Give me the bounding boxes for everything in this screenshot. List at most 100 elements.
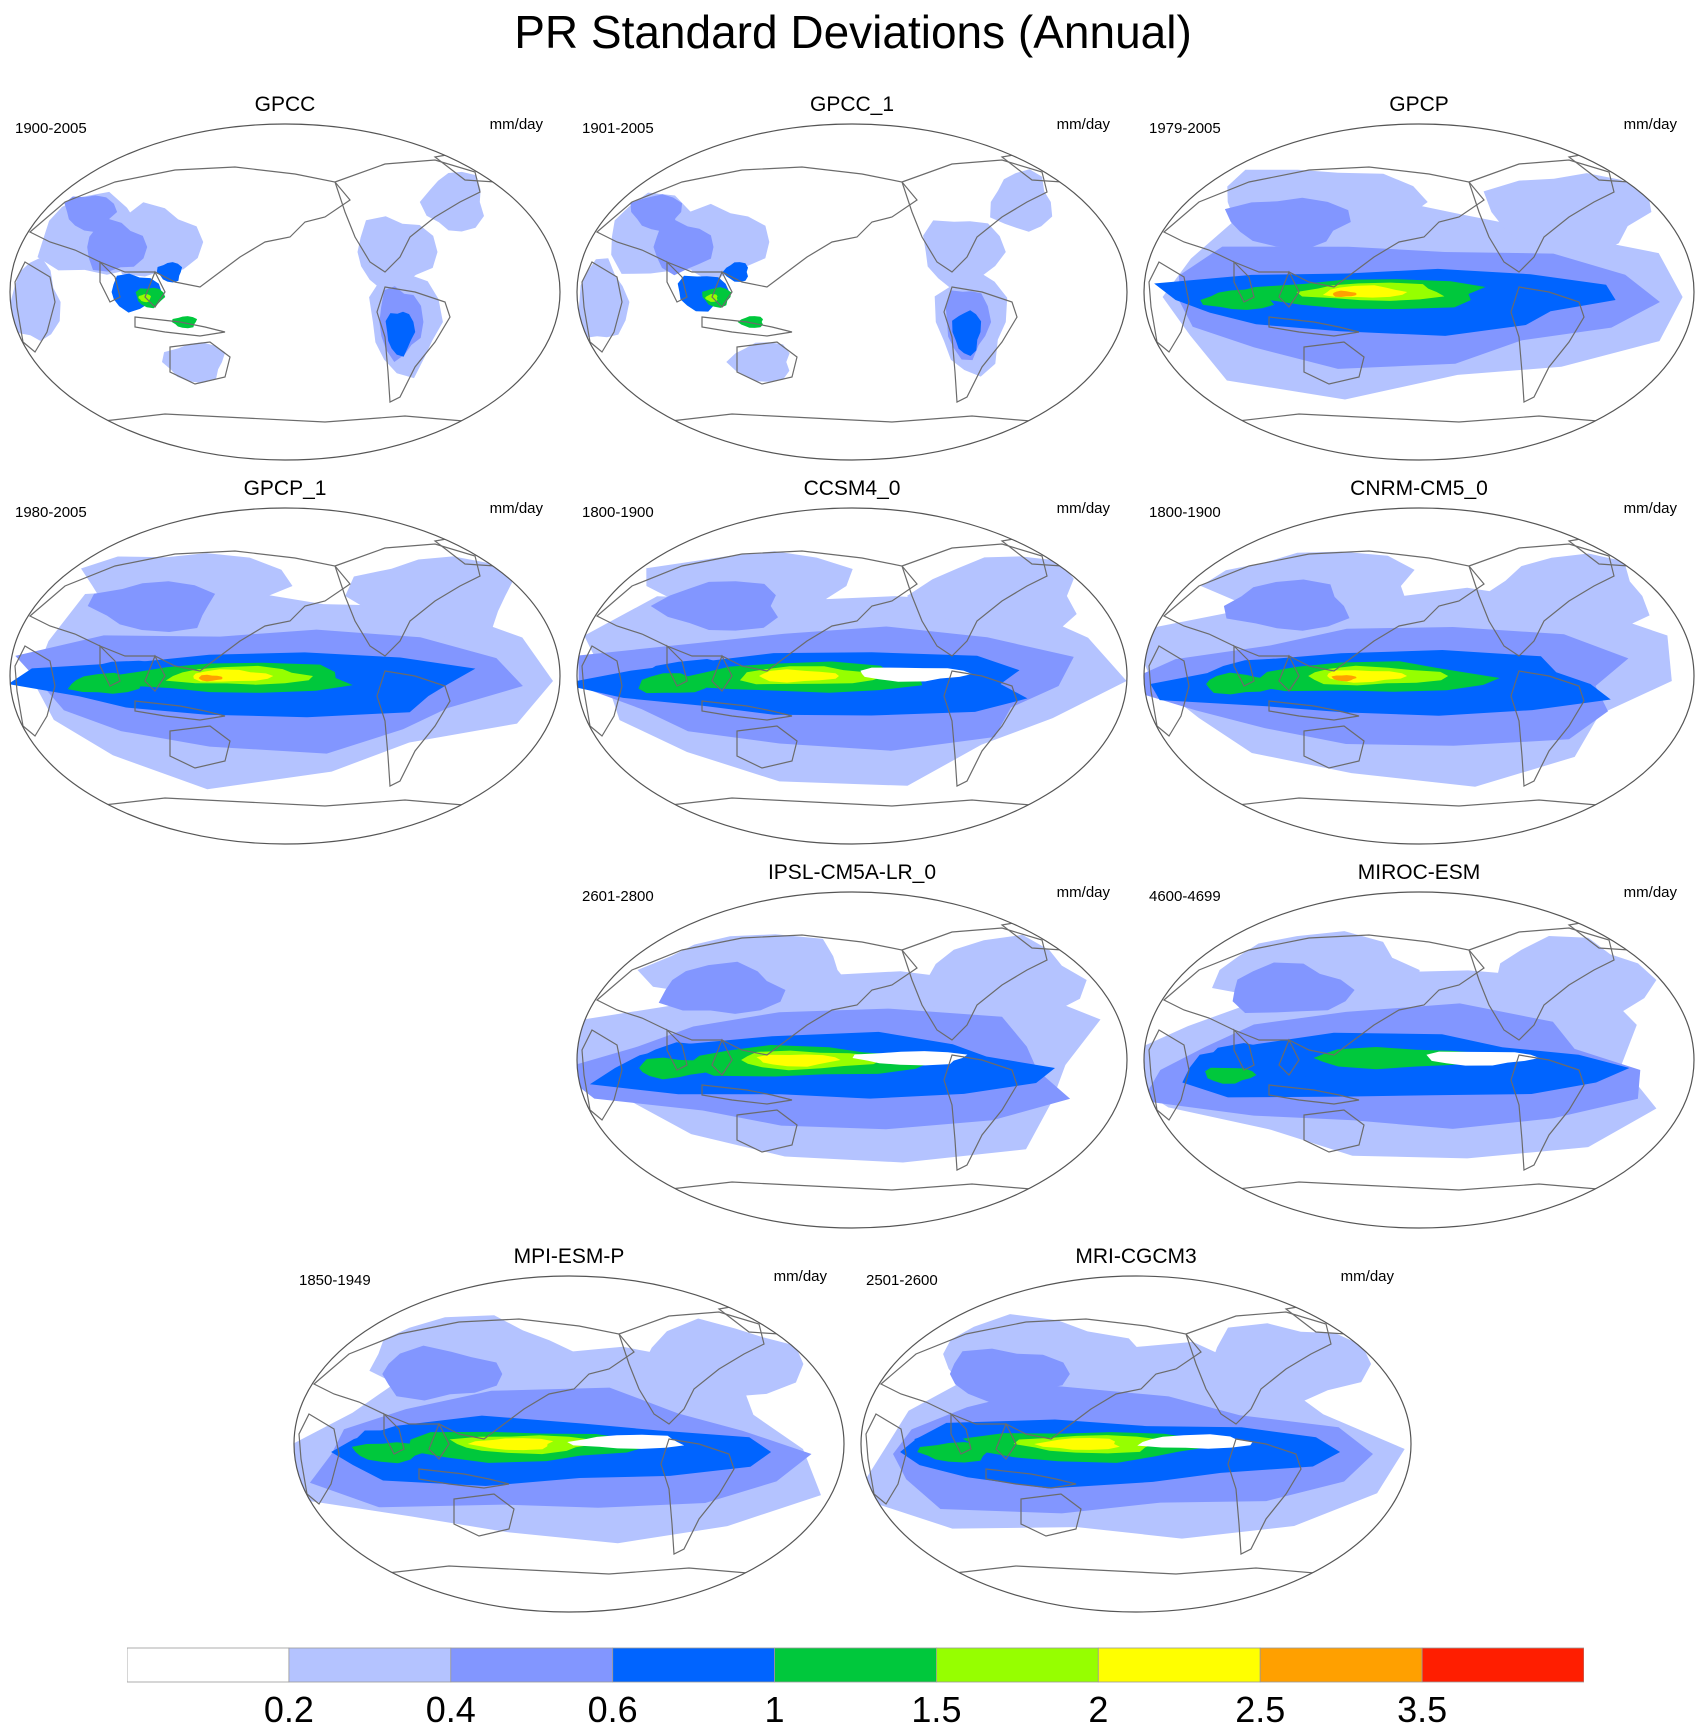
- contour-region: [1205, 1067, 1257, 1084]
- map-plot: [9, 507, 561, 845]
- coastline: [1278, 654, 1300, 692]
- colorbar-box: [612, 1647, 776, 1683]
- coastline: [581, 261, 623, 353]
- colorbar-label: 1: [764, 1689, 785, 1730]
- panel-title: CNRM-CM5_0: [1350, 477, 1488, 500]
- coastline: [660, 1438, 735, 1555]
- coastline: [1228, 1181, 1610, 1191]
- contour-region: [653, 219, 714, 276]
- contour-region: [10, 257, 61, 341]
- coastline: [1303, 1109, 1365, 1153]
- colorbar-label: 0.6: [587, 1689, 638, 1730]
- contour-region: [198, 674, 223, 682]
- coastline: [134, 316, 226, 337]
- colorbar-label: 0.4: [425, 1689, 476, 1730]
- map-panel: MIROC-ESM 4600-4699 mm/day: [1139, 860, 1699, 1240]
- map-border: [860, 1275, 1412, 1613]
- coastline: [134, 700, 226, 721]
- coastline: [28, 166, 351, 288]
- contour-region: [906, 556, 1077, 636]
- coastline: [298, 1413, 340, 1505]
- coastline: [595, 550, 918, 672]
- coastline: [169, 341, 231, 385]
- contour-region: [351, 1442, 426, 1464]
- coastline: [1228, 413, 1610, 423]
- coastlines: [865, 1301, 1357, 1575]
- coastline: [1268, 700, 1360, 721]
- coastline: [1268, 316, 1360, 337]
- contour-region: [952, 310, 982, 356]
- coastline: [1148, 645, 1190, 737]
- contour-region: [1223, 579, 1350, 631]
- coastline: [995, 1422, 1017, 1460]
- contour-region: [1331, 675, 1357, 682]
- coastline: [312, 1318, 635, 1440]
- map-plot: [9, 123, 561, 461]
- precip-field: [861, 1276, 1411, 1612]
- contour-region: [650, 581, 778, 631]
- map-border: [576, 507, 1128, 845]
- panel-title: MIROC-ESM: [1357, 861, 1481, 884]
- coastline: [1233, 1028, 1255, 1071]
- coastline: [701, 700, 793, 721]
- contour-region: [385, 311, 416, 357]
- coastline: [1278, 270, 1300, 308]
- contour-region: [917, 934, 1087, 1019]
- contour-region: [639, 1057, 710, 1080]
- coastline: [1020, 1493, 1082, 1537]
- coastline: [28, 550, 351, 672]
- contour-region: [1137, 1434, 1253, 1449]
- coastline: [595, 934, 918, 1056]
- colorbar: [127, 1647, 1584, 1683]
- coastline: [383, 1412, 405, 1455]
- colorbar-label: 2.5: [1235, 1689, 1286, 1730]
- map-panel: CCSM4_0 1800-1900 mm/day: [572, 476, 1132, 856]
- coastline: [1510, 286, 1585, 403]
- coastline: [985, 1468, 1077, 1489]
- contour-region: [67, 672, 142, 694]
- map-border: [293, 1275, 845, 1613]
- map-border: [9, 507, 561, 845]
- panel-units: mm/day: [1623, 116, 1677, 133]
- map-border: [576, 891, 1128, 1229]
- coastline: [661, 797, 1043, 807]
- map-plot: [1143, 891, 1695, 1229]
- coastline: [1510, 670, 1585, 787]
- contour-region: [658, 961, 786, 1014]
- coastline: [1148, 261, 1190, 353]
- panel-title: MPI-ESM-P: [513, 1245, 625, 1268]
- panel-units: mm/day: [489, 500, 543, 517]
- coastline: [14, 645, 56, 737]
- precip-field: [294, 1276, 844, 1612]
- contour-region: [1482, 553, 1650, 636]
- contour-region: [567, 1434, 685, 1449]
- coastline: [453, 1493, 515, 1537]
- coastline: [376, 670, 451, 787]
- panel-period: 1980-2005: [15, 504, 87, 521]
- panel-title: CCSM4_0: [803, 477, 901, 500]
- coastline: [1278, 1038, 1300, 1076]
- coastline: [711, 654, 733, 692]
- map-panel: GPCP_1 1980-2005 mm/day: [5, 476, 565, 856]
- coastline: [666, 1028, 688, 1071]
- coastline: [99, 260, 121, 303]
- contour-region: [345, 556, 516, 638]
- panel-period: 1800-1900: [1149, 504, 1221, 521]
- map-border: [1143, 123, 1695, 461]
- map-plot: [576, 123, 1128, 461]
- coastline: [736, 341, 798, 385]
- figure-title: PR Standard Deviations (Annual): [514, 6, 1192, 58]
- coastline: [943, 286, 1018, 403]
- colorbar-box: [288, 1647, 452, 1683]
- colorbar-label: 2: [1088, 1689, 1109, 1730]
- colorbar-box: [774, 1647, 937, 1683]
- coastline: [943, 1054, 1018, 1171]
- coastline: [144, 654, 166, 692]
- contour-region: [1224, 197, 1351, 250]
- panel-units: mm/day: [1623, 500, 1677, 517]
- coastlines: [1148, 533, 1640, 807]
- contour-region: [87, 581, 216, 632]
- coastline: [1162, 550, 1485, 672]
- map-plot: [1143, 507, 1695, 845]
- coastline: [1233, 644, 1255, 687]
